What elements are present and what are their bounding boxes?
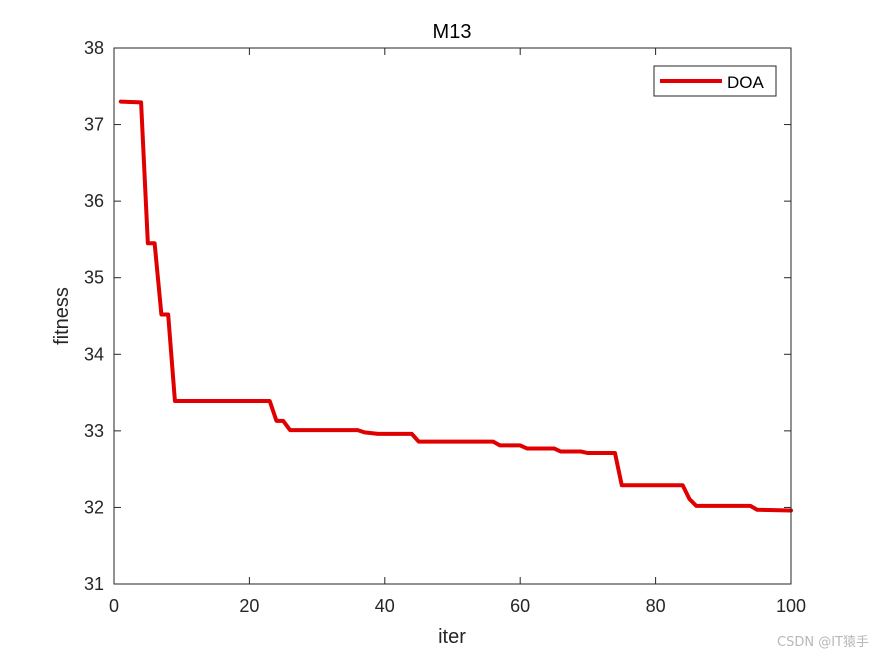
watermark: CSDN @IT猿手 xyxy=(777,635,869,650)
y-tick-label: 37 xyxy=(84,115,104,135)
x-axis-ticks: 0 20 40 60 80 100 xyxy=(109,48,806,616)
x-tick-label: 0 xyxy=(109,596,119,616)
y-tick-label: 31 xyxy=(84,574,104,594)
x-tick-label: 80 xyxy=(646,596,666,616)
plot-frame xyxy=(113,47,792,585)
y-tick-label: 32 xyxy=(84,497,104,517)
chart-title: M13 xyxy=(433,21,472,43)
x-tick-label: 20 xyxy=(239,596,259,616)
y-axis-label: fitness xyxy=(51,287,73,345)
y-tick-label: 38 xyxy=(84,38,104,58)
x-tick-label: 60 xyxy=(510,596,530,616)
x-axis-label: iter xyxy=(438,626,466,648)
series-line-doa xyxy=(118,99,793,513)
legend: DOA xyxy=(653,65,777,97)
plot-area xyxy=(114,48,791,584)
y-axis-ticks: 31 32 33 34 35 36 37 38 xyxy=(84,38,791,594)
y-tick-label: 35 xyxy=(84,268,104,288)
y-tick-label: 33 xyxy=(84,421,104,441)
x-tick-label: 40 xyxy=(375,596,395,616)
x-tick-label: 100 xyxy=(776,596,806,616)
series-layer xyxy=(118,99,793,513)
legend-label-doa: DOA xyxy=(727,73,765,92)
y-tick-label: 36 xyxy=(84,191,104,211)
y-tick-label: 34 xyxy=(84,344,104,364)
